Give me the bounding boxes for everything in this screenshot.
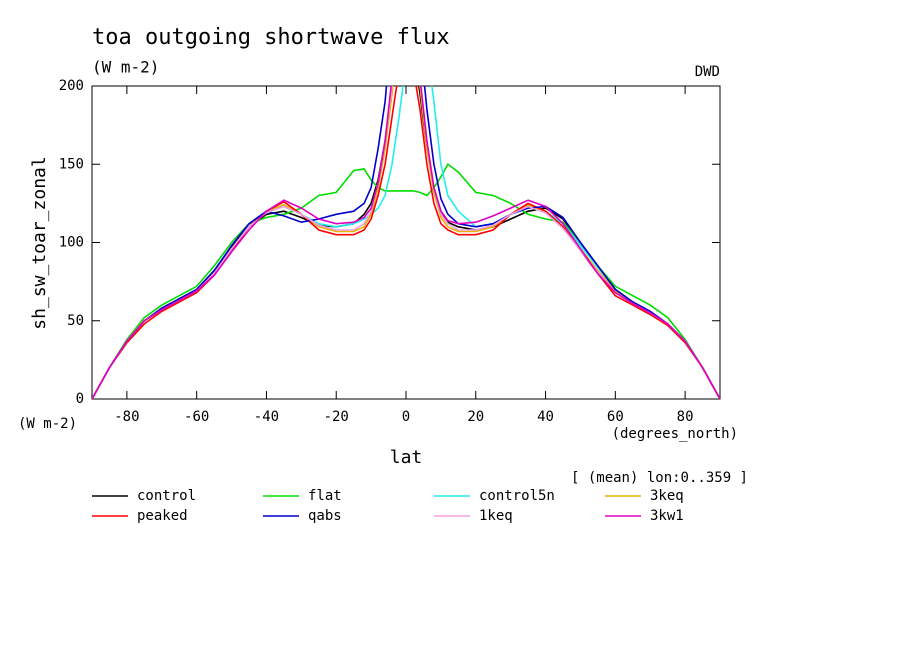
series-line (92, 86, 720, 399)
legend-label: control5n (479, 488, 555, 504)
plot-lines (92, 86, 720, 399)
legend-label: 3kw1 (650, 508, 684, 524)
chart-title: toa outgoing shortwave flux (92, 25, 450, 50)
legend-label: qabs (308, 508, 342, 524)
y-tick-label: 150 (59, 156, 84, 172)
x-tick-label: 80 (677, 409, 694, 425)
x-tick-label: 0 (402, 409, 410, 425)
plot-frame (91, 85, 721, 400)
x-tick-label: 60 (607, 409, 624, 425)
series-line (92, 86, 720, 399)
y-tick-label: 50 (67, 313, 84, 329)
y-tick-label: 100 (59, 235, 84, 251)
x-tick-label: -80 (114, 409, 139, 425)
series-line (92, 163, 720, 399)
y-tick-label: 0 (76, 391, 84, 407)
source: DWD (695, 64, 720, 80)
y-tick-label: 200 (59, 78, 84, 94)
series-line (92, 86, 720, 399)
series-line (92, 86, 720, 399)
legend-label: peaked (137, 508, 188, 524)
chart-subtitle: (W m-2) (92, 58, 159, 77)
legend-label: 1keq (479, 508, 513, 524)
legend-label: control (137, 488, 196, 504)
legend-label: 3keq (650, 488, 684, 504)
x-tick-label: 40 (537, 409, 554, 425)
x-tick-label: -40 (254, 409, 279, 425)
legend-label: flat (308, 488, 342, 504)
x-axis-label: lat (390, 447, 423, 468)
y-axis-label: sh_sw_toar_zonal (29, 156, 50, 329)
x-units: (degrees_north) (612, 426, 738, 442)
note: [ (mean) lon:0..359 ] (571, 470, 748, 486)
series-line (92, 86, 720, 399)
series-line (92, 86, 720, 399)
x-tick-label: 20 (467, 409, 484, 425)
x-tick-label: -60 (184, 409, 209, 425)
y-units: (W m-2) (18, 416, 77, 432)
x-tick-label: -20 (324, 409, 349, 425)
